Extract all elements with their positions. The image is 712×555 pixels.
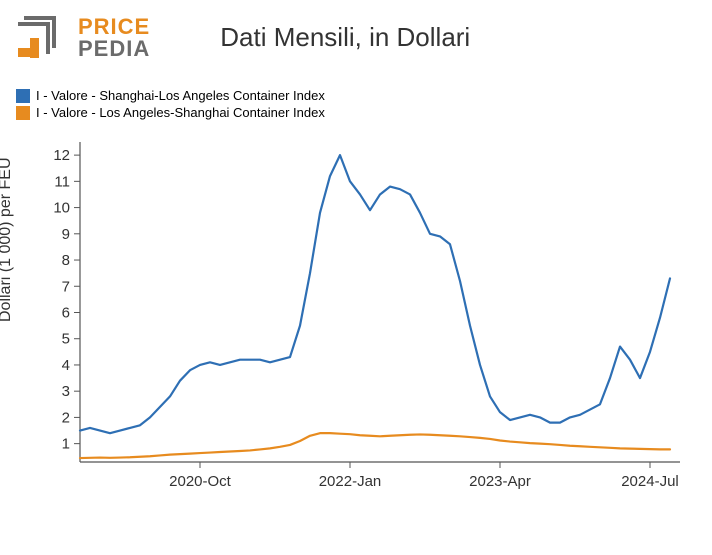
svg-text:2020-Oct: 2020-Oct [169, 473, 232, 490]
brand-logo: PRICE PEDIA [16, 10, 150, 66]
brand-line2: PEDIA [78, 38, 150, 60]
svg-text:5: 5 [62, 331, 70, 348]
chart-title: Dati Mensili, in Dollari [190, 10, 470, 53]
legend-item: I - Valore - Shanghai-Los Angeles Contai… [16, 88, 696, 103]
svg-text:6: 6 [62, 304, 70, 321]
legend-item: I - Valore - Los Angeles-Shanghai Contai… [16, 105, 696, 120]
brand-line1: PRICE [78, 16, 150, 38]
header: PRICE PEDIA Dati Mensili, in Dollari [0, 0, 712, 70]
legend-label-1: I - Valore - Los Angeles-Shanghai Contai… [36, 105, 325, 120]
svg-text:4: 4 [62, 357, 70, 374]
svg-text:3: 3 [62, 383, 70, 400]
svg-text:1: 1 [62, 436, 70, 453]
legend-swatch-1 [16, 106, 30, 120]
brand-logo-mark [16, 10, 72, 66]
chart-area: Dollari (1 000) per FEU 1234567891011122… [0, 122, 712, 522]
legend-label-0: I - Valore - Shanghai-Los Angeles Contai… [36, 88, 325, 103]
svg-text:10: 10 [53, 200, 70, 217]
svg-text:2023-Apr: 2023-Apr [469, 473, 531, 490]
svg-text:7: 7 [62, 278, 70, 295]
brand-logo-text: PRICE PEDIA [78, 16, 150, 60]
svg-text:11: 11 [54, 173, 70, 190]
svg-text:2022-Jan: 2022-Jan [319, 473, 382, 490]
chart-svg: 1234567891011122020-Oct2022-Jan2023-Apr2… [0, 122, 712, 522]
svg-text:2024-Jul: 2024-Jul [621, 473, 679, 490]
legend: I - Valore - Shanghai-Los Angeles Contai… [0, 70, 712, 120]
svg-text:12: 12 [53, 147, 70, 164]
svg-text:9: 9 [62, 226, 70, 243]
legend-swatch-0 [16, 89, 30, 103]
svg-text:8: 8 [62, 252, 70, 269]
svg-text:2: 2 [62, 409, 70, 426]
